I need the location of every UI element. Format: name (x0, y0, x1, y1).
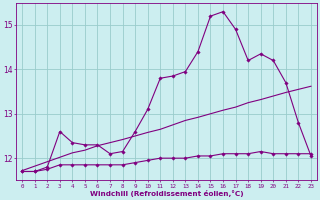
X-axis label: Windchill (Refroidissement éolien,°C): Windchill (Refroidissement éolien,°C) (90, 190, 244, 197)
